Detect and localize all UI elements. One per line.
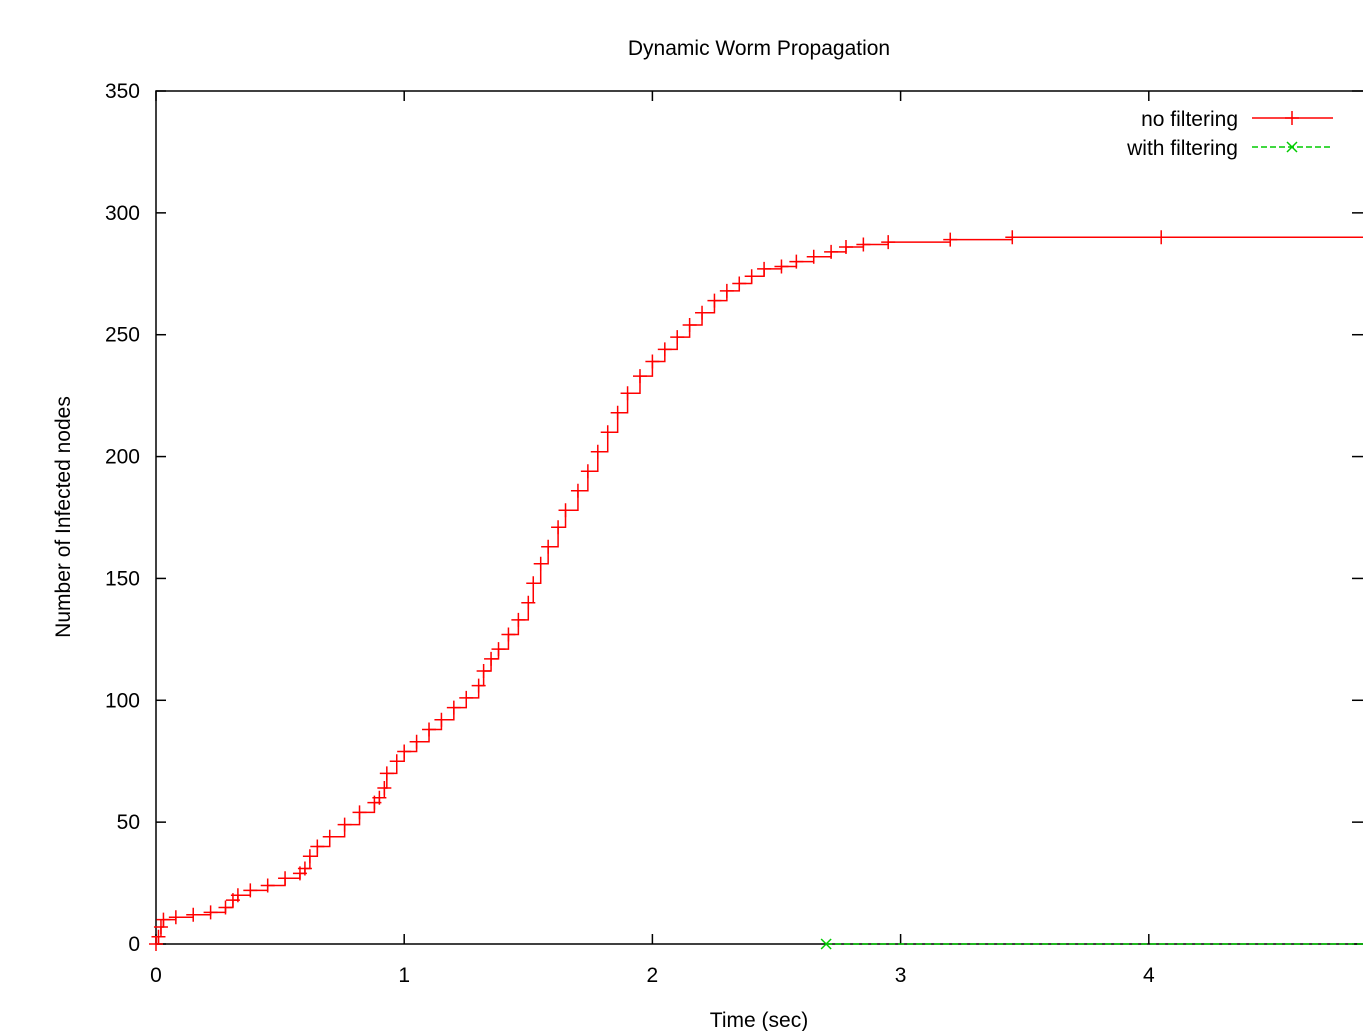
marker-plus [379,766,394,781]
y-tick-label: 100 [105,689,140,712]
marker-plus [610,405,625,420]
marker-plus [590,444,605,459]
marker-plus [434,712,449,727]
marker-plus [824,244,839,259]
marker-plus [491,642,506,657]
marker-plus [278,871,293,886]
marker-plus [856,237,871,252]
y-tick-label: 200 [105,446,140,469]
marker-plus [310,839,325,854]
marker-plus [757,261,772,276]
x-tick-label: 4 [1143,964,1155,987]
marker-plus [695,305,710,320]
plot-frame [155,90,1363,945]
legend-marker-x [1286,141,1298,153]
marker-plus [372,790,387,805]
marker-plus [501,627,516,642]
marker-plus [719,283,734,298]
marker-plus [397,744,412,759]
marker-plus [789,254,804,269]
marker-plus [302,849,317,864]
y-tick-label: 150 [105,567,140,590]
marker-plus [645,354,660,369]
series-with-filtering [820,938,1363,950]
chart-title: Dynamic Worm Propagation [628,37,890,60]
marker-plus [459,690,474,705]
marker-plus [657,342,672,357]
marker-plus [551,520,566,535]
x-axis-label: Time (sec) [710,1009,808,1031]
marker-plus [446,700,461,715]
series-no-filtering [149,230,1363,951]
marker-plus [168,910,183,925]
marker-plus [774,259,789,274]
marker-plus [409,734,424,749]
marker-plus [620,386,635,401]
y-tick-label: 250 [105,324,140,347]
marker-plus [243,883,258,898]
marker-plus [322,829,337,844]
y-tick-label: 0 [128,933,140,956]
legend-marker-plus [1285,111,1299,125]
marker-plus [632,369,647,384]
marker-plus [422,722,437,737]
x-tick-labels: 012345 [150,964,1155,987]
marker-plus [203,905,218,920]
marker-plus [471,678,486,693]
marker-plus [732,276,747,291]
marker-plus [744,269,759,284]
y-tick-label: 350 [105,80,140,103]
marker-plus [149,937,163,951]
marker-plus [218,900,233,915]
line-no-filtering [156,236,1363,945]
marker-plus [1005,230,1020,245]
legend: no filtering with filtering [1126,108,1333,160]
x-tick-label: 1 [398,964,410,987]
marker-plus [511,612,526,627]
marker-plus [337,817,352,832]
marker-plus [1154,230,1169,245]
marker-plus [484,651,499,666]
marker-x [820,938,832,950]
marker-plus [533,556,548,571]
legend-label-no-filtering: no filtering [1141,108,1238,131]
marker-plus [541,539,556,554]
marker-plus [186,907,201,922]
legend-samples [1252,111,1333,153]
marker-plus [943,232,958,247]
marker-plus [352,805,367,820]
marker-plus [682,317,697,332]
marker-plus [297,861,312,876]
y-tick-label: 300 [105,202,140,225]
marker-plus [526,576,541,591]
series-layer [149,230,1363,951]
marker-plus [580,464,595,479]
marker-plus [476,664,491,679]
y-tick-label: 50 [117,811,140,834]
marker-plus [600,425,615,440]
marker-plus [389,754,404,769]
x-tick-label: 0 [150,964,162,987]
marker-plus [707,293,722,308]
marker-plus [670,330,685,345]
marker-plus [260,878,275,893]
marker-plus [230,888,245,903]
marker-plus [377,781,392,796]
legend-label-with-filtering: with filtering [1126,137,1238,160]
marker-plus [558,503,573,518]
axis-ticks [155,90,1363,945]
x-tick-label: 2 [647,964,659,987]
marker-plus [151,929,166,944]
marker-plus [570,483,585,498]
x-tick-label: 3 [895,964,907,987]
y-axis-label: Number of Infected nodes [52,396,75,638]
marker-plus [521,595,536,610]
marker-plus [838,239,853,254]
marker-plus [153,919,168,934]
y-tick-labels: 0 50 100 150 200 250 300 350 [105,80,140,956]
marker-plus [881,235,896,250]
marker-plus [806,249,821,264]
marker-plus [156,912,171,927]
